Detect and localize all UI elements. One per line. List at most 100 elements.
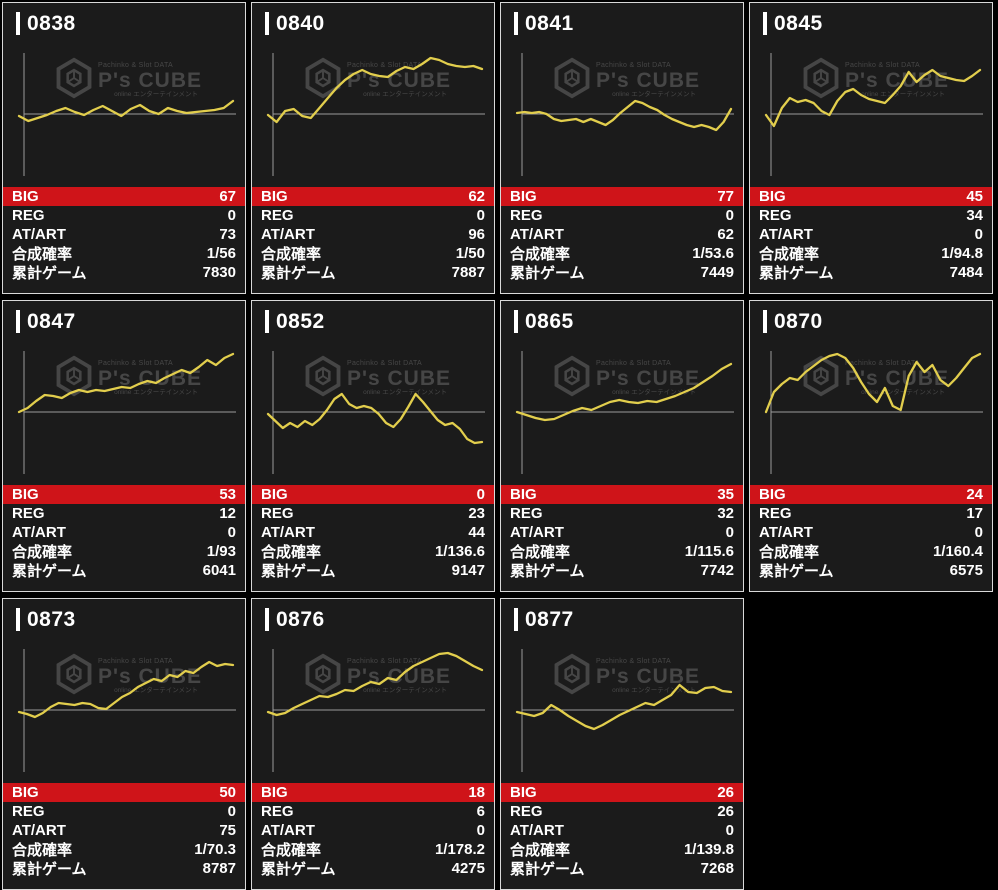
combined-rate-value: 1/56	[206, 245, 236, 262]
stat-row-total-games: 累計ゲーム 6041	[3, 561, 245, 580]
stat-row-reg: REG 23	[252, 504, 494, 523]
atart-value: 0	[725, 524, 734, 541]
stat-row-atart: AT/ART 0	[750, 523, 992, 542]
total-games-label: 累計ゲーム	[759, 563, 834, 580]
total-games-value: 6575	[949, 562, 983, 579]
reg-label: REG	[261, 803, 294, 820]
big-value: 62	[468, 188, 485, 205]
stat-row-atart: AT/ART 75	[3, 821, 245, 840]
slump-graph	[266, 351, 485, 474]
machine-card[interactable]: 0838 Pachinko & Slot DATA P's CUBE onlin…	[2, 2, 246, 294]
reg-label: REG	[759, 207, 792, 224]
slump-graph	[515, 649, 734, 772]
slump-line	[515, 99, 733, 132]
card-header: 0847	[16, 310, 76, 333]
big-label: BIG	[510, 784, 537, 801]
atart-value: 62	[717, 226, 734, 243]
stat-row-reg: REG 26	[501, 802, 743, 821]
card-header: 0845	[763, 12, 823, 35]
header-tick-bar	[16, 12, 20, 35]
combined-rate-label: 合成確率	[261, 544, 322, 561]
slump-graph	[764, 351, 983, 474]
stat-row-total-games: 累計ゲーム 7830	[3, 263, 245, 282]
stat-row-combined-rate: 合成確率 1/136.6	[252, 542, 494, 561]
header-tick-bar	[763, 310, 767, 333]
machine-card[interactable]: 0852 Pachinko & Slot DATA P's CUBE onlin…	[251, 300, 495, 592]
reg-label: REG	[12, 207, 45, 224]
combined-rate-label: 合成確率	[759, 246, 820, 263]
big-value: 53	[219, 486, 236, 503]
machine-card[interactable]: 0865 Pachinko & Slot DATA P's CUBE onlin…	[500, 300, 744, 592]
reg-label: REG	[261, 207, 294, 224]
stats-table: BIG 45 REG 34 AT/ART 0 合成確率 1/94.8 累計ゲーム…	[750, 187, 992, 282]
card-header: 0865	[514, 310, 574, 333]
machine-card[interactable]: 0877 Pachinko & Slot DATA P's CUBE onlin…	[500, 598, 744, 890]
header-tick-bar	[763, 12, 767, 35]
big-label: BIG	[759, 188, 786, 205]
big-value: 0	[476, 486, 485, 503]
atart-label: AT/ART	[510, 822, 564, 839]
machine-card[interactable]: 0845 Pachinko & Slot DATA P's CUBE onlin…	[749, 2, 993, 294]
stat-row-reg: REG 0	[3, 802, 245, 821]
big-label: BIG	[510, 188, 537, 205]
reg-value: 17	[966, 505, 983, 522]
stat-row-big: BIG 35	[501, 485, 743, 504]
stat-row-combined-rate: 合成確率 1/139.8	[501, 840, 743, 859]
combined-rate-label: 合成確率	[12, 544, 73, 561]
card-header: 0873	[16, 608, 76, 631]
stat-row-combined-rate: 合成確率 1/56	[3, 244, 245, 263]
stat-row-combined-rate: 合成確率 1/53.6	[501, 244, 743, 263]
stat-row-combined-rate: 合成確率 1/70.3	[3, 840, 245, 859]
machine-card[interactable]: 0840 Pachinko & Slot DATA P's CUBE onlin…	[251, 2, 495, 294]
machine-number: 0838	[27, 12, 76, 35]
stat-row-atart: AT/ART 44	[252, 523, 494, 542]
combined-rate-value: 1/160.4	[932, 543, 983, 560]
slump-graph	[764, 53, 983, 176]
total-games-label: 累計ゲーム	[510, 861, 585, 878]
header-tick-bar	[265, 12, 269, 35]
stat-row-reg: REG 32	[501, 504, 743, 523]
slump-graph	[17, 649, 236, 772]
machine-number: 0877	[525, 608, 574, 631]
machine-card[interactable]: 0873 Pachinko & Slot DATA P's CUBE onlin…	[2, 598, 246, 890]
stats-table: BIG 50 REG 0 AT/ART 75 合成確率 1/70.3 累計ゲーム…	[3, 783, 245, 878]
atart-value: 96	[468, 226, 485, 243]
slump-graph	[17, 351, 236, 474]
combined-rate-label: 合成確率	[261, 842, 322, 859]
atart-value: 0	[476, 822, 485, 839]
machine-number: 0876	[276, 608, 325, 631]
stats-table: BIG 18 REG 6 AT/ART 0 合成確率 1/178.2 累計ゲーム…	[252, 783, 494, 878]
reg-value: 32	[717, 505, 734, 522]
stat-row-combined-rate: 合成確率 1/178.2	[252, 840, 494, 859]
header-tick-bar	[16, 608, 20, 631]
atart-value: 73	[219, 226, 236, 243]
slump-line	[764, 352, 982, 414]
machine-card[interactable]: 0876 Pachinko & Slot DATA P's CUBE onlin…	[251, 598, 495, 890]
slump-graph	[515, 53, 734, 176]
stats-table: BIG 67 REG 0 AT/ART 73 合成確率 1/56 累計ゲーム 7…	[3, 187, 245, 282]
combined-rate-label: 合成確率	[510, 246, 571, 263]
slump-graph	[266, 53, 485, 176]
big-value: 50	[219, 784, 236, 801]
stat-row-atart: AT/ART 0	[501, 523, 743, 542]
combined-rate-value: 1/178.2	[434, 841, 485, 858]
reg-label: REG	[510, 505, 543, 522]
stat-row-atart: AT/ART 0	[252, 821, 494, 840]
total-games-label: 累計ゲーム	[510, 265, 585, 282]
total-games-label: 累計ゲーム	[12, 265, 87, 282]
atart-label: AT/ART	[261, 822, 315, 839]
stat-row-total-games: 累計ゲーム 4275	[252, 859, 494, 878]
machine-card[interactable]: 0870 Pachinko & Slot DATA P's CUBE onlin…	[749, 300, 993, 592]
machine-card[interactable]: 0841 Pachinko & Slot DATA P's CUBE onlin…	[500, 2, 744, 294]
stat-row-combined-rate: 合成確率 1/50	[252, 244, 494, 263]
stat-row-reg: REG 0	[501, 206, 743, 225]
stats-table: BIG 62 REG 0 AT/ART 96 合成確率 1/50 累計ゲーム 7…	[252, 187, 494, 282]
machine-card[interactable]: 0847 Pachinko & Slot DATA P's CUBE onlin…	[2, 300, 246, 592]
combined-rate-value: 1/50	[455, 245, 485, 262]
total-games-value: 8787	[202, 860, 236, 877]
stats-table: BIG 35 REG 32 AT/ART 0 合成確率 1/115.6 累計ゲー…	[501, 485, 743, 580]
stat-row-total-games: 累計ゲーム 6575	[750, 561, 992, 580]
slump-line	[266, 651, 484, 717]
stats-table: BIG 53 REG 12 AT/ART 0 合成確率 1/93 累計ゲーム 6…	[3, 485, 245, 580]
